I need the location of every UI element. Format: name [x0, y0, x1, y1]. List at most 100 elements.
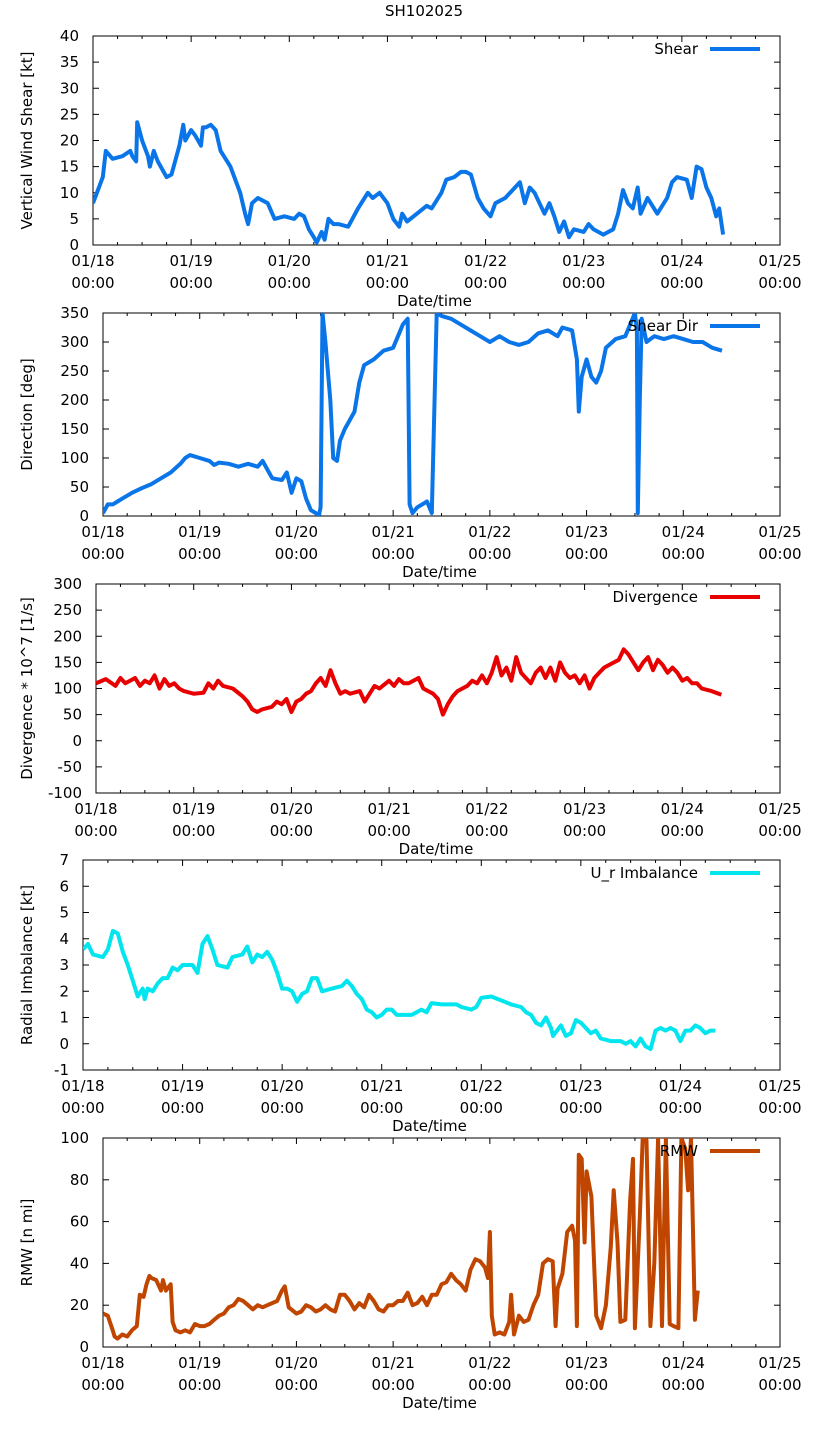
x-axis-label: Date/time — [402, 563, 477, 581]
y-tick-label: 20 — [60, 132, 79, 150]
y-tick-label: -50 — [58, 758, 83, 776]
y-tick-label: 100 — [60, 1129, 89, 1147]
x-tick-label-date: 01/24 — [662, 523, 705, 541]
x-tick-label-date: 01/23 — [562, 252, 605, 270]
y-axis-label: Vertical Wind Shear [kt] — [18, 51, 36, 229]
legend-label: U_r Imbalance — [590, 864, 698, 883]
y-tick-label: 5 — [59, 904, 69, 922]
y-tick-label: 7 — [59, 851, 69, 869]
y-tick-label: 3 — [59, 956, 69, 974]
x-tick-label-date: 01/25 — [758, 523, 801, 541]
x-tick-label-date: 01/25 — [758, 1354, 801, 1372]
y-tick-label: 60 — [70, 1213, 89, 1231]
y-tick-label: 15 — [60, 158, 79, 176]
y-tick-label: 300 — [53, 575, 82, 593]
chart-panel-1: 0 5 10 15 20 25 30 35 40 01/18 00:00 01/19 00:00 01/2… — [18, 27, 802, 310]
y-tick-label: 30 — [60, 79, 79, 97]
x-tick-label-time: 00:00 — [661, 822, 704, 840]
x-tick-label-date: 01/25 — [758, 800, 801, 818]
x-tick-label-date: 01/22 — [464, 252, 507, 270]
x-tick-label-time: 00:00 — [81, 1376, 124, 1394]
x-tick-label-time: 00:00 — [372, 1376, 415, 1394]
x-tick-label-date: 01/19 — [178, 523, 221, 541]
x-tick-label-time: 00:00 — [270, 822, 313, 840]
x-tick-label-date: 01/20 — [275, 1354, 318, 1372]
x-tick-label-time: 00:00 — [275, 545, 318, 563]
x-tick-label-date: 01/18 — [61, 1077, 104, 1095]
x-tick-label-time: 00:00 — [268, 274, 311, 292]
x-tick-label-date: 01/25 — [758, 252, 801, 270]
y-tick-label: 2 — [59, 982, 69, 1000]
x-tick-label-time: 00:00 — [170, 274, 213, 292]
x-tick-label-time: 00:00 — [464, 274, 507, 292]
y-tick-label: 40 — [60, 27, 79, 45]
y-tick-label: 150 — [53, 653, 82, 671]
y-axis-label: Divergence * 10^7 [1/s] — [18, 597, 36, 780]
x-tick-label-time: 00:00 — [460, 1099, 503, 1117]
x-tick-label-time: 00:00 — [662, 1376, 705, 1394]
x-tick-label-time: 00:00 — [565, 1376, 608, 1394]
y-tick-label: 100 — [53, 680, 82, 698]
y-axis-label: Direction [deg] — [18, 358, 36, 471]
legend-label: Divergence — [613, 588, 698, 606]
x-tick-label-date: 01/19 — [178, 1354, 221, 1372]
y-axis-label: RMW [n mi] — [18, 1199, 36, 1287]
series-line — [103, 313, 723, 516]
series-line — [93, 120, 726, 245]
x-tick-label-date: 01/24 — [662, 1354, 705, 1372]
y-tick-label: 20 — [70, 1296, 89, 1314]
x-tick-label-date: 01/20 — [268, 252, 311, 270]
x-tick-label-date: 01/19 — [170, 252, 213, 270]
y-tick-label: 25 — [60, 105, 79, 123]
x-tick-label-date: 01/22 — [468, 1354, 511, 1372]
x-tick-label-date: 01/21 — [368, 800, 411, 818]
x-tick-label-date: 01/19 — [161, 1077, 204, 1095]
y-axis-label: Radial Imbalance [kt] — [18, 885, 36, 1045]
x-tick-label-date: 01/21 — [360, 1077, 403, 1095]
y-tick-label: 100 — [60, 449, 89, 467]
x-tick-label-date: 01/19 — [172, 800, 215, 818]
x-tick-label-time: 00:00 — [465, 822, 508, 840]
x-tick-label-time: 00:00 — [758, 545, 801, 563]
x-tick-label-time: 00:00 — [559, 1099, 602, 1117]
x-tick-label-date: 01/20 — [270, 800, 313, 818]
x-tick-label-time: 00:00 — [172, 822, 215, 840]
chart-panel-3: -100 -50 0 50 100 150 200 250 300 01/18 00:00 01/19… — [18, 575, 802, 858]
y-tick-label: 6 — [59, 877, 69, 895]
x-tick-label-date: 01/18 — [71, 252, 114, 270]
x-tick-label-time: 00:00 — [360, 1099, 403, 1117]
y-tick-label: -1 — [54, 1061, 69, 1079]
x-axis-label: Date/time — [392, 1117, 467, 1135]
x-tick-label-time: 00:00 — [758, 822, 801, 840]
y-tick-label: 5 — [69, 210, 79, 228]
x-tick-label-date: 01/22 — [465, 800, 508, 818]
y-tick-label: 80 — [70, 1171, 89, 1189]
x-tick-label-time: 00:00 — [468, 545, 511, 563]
figure-title: SH102025 — [385, 2, 463, 20]
x-tick-label-time: 00:00 — [178, 1376, 221, 1394]
y-tick-label: 250 — [53, 601, 82, 619]
y-tick-label: 1 — [59, 1009, 69, 1027]
x-tick-label-time: 00:00 — [81, 545, 124, 563]
x-tick-label-date: 01/25 — [758, 1077, 801, 1095]
x-tick-label-time: 00:00 — [74, 822, 117, 840]
series-line — [83, 928, 716, 1051]
y-tick-label: 300 — [60, 333, 89, 351]
x-tick-label-date: 01/18 — [74, 800, 117, 818]
x-tick-label-date: 01/20 — [261, 1077, 304, 1095]
x-tick-label-time: 00:00 — [662, 545, 705, 563]
y-tick-label: 150 — [60, 420, 89, 438]
y-tick-label: 0 — [79, 1338, 89, 1356]
x-tick-label-date: 01/18 — [81, 523, 124, 541]
y-tick-label: 10 — [60, 184, 79, 202]
x-tick-label-time: 00:00 — [261, 1099, 304, 1117]
y-tick-label: 50 — [70, 478, 89, 496]
x-tick-label-time: 00:00 — [71, 274, 114, 292]
x-tick-label-time: 00:00 — [468, 1376, 511, 1394]
x-tick-label-date: 01/24 — [660, 252, 703, 270]
y-tick-label: 350 — [60, 304, 89, 322]
x-tick-label-time: 00:00 — [758, 274, 801, 292]
y-tick-label: 0 — [79, 507, 89, 525]
y-tick-label: 0 — [69, 236, 79, 254]
